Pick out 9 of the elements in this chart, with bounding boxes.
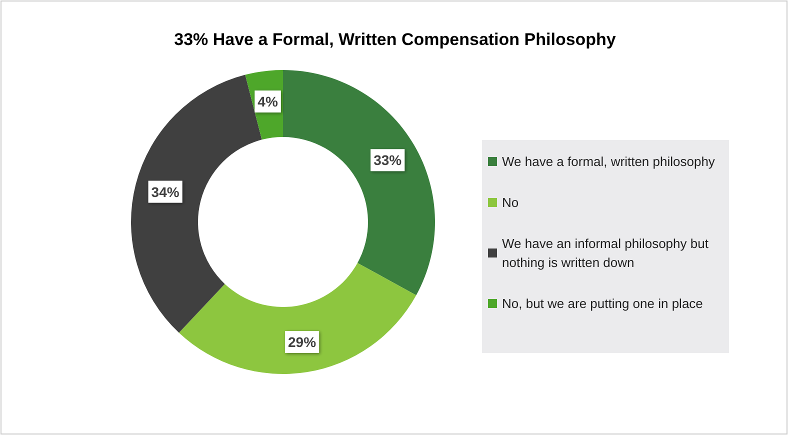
data-label: 29% [288, 334, 317, 350]
legend-label: No [502, 195, 519, 210]
legend-label: We have a formal, written philosophy [502, 154, 716, 169]
legend-label: No, but we are putting one in place [502, 296, 703, 311]
data-label: 34% [151, 184, 180, 200]
data-label: 33% [374, 152, 402, 168]
data-label: 4% [258, 93, 278, 110]
chart-title: 33% Have a Formal, Written Compensation Philosophy [174, 30, 616, 49]
legend-label: We have an informal philosophy but nothing is written down [502, 236, 712, 270]
